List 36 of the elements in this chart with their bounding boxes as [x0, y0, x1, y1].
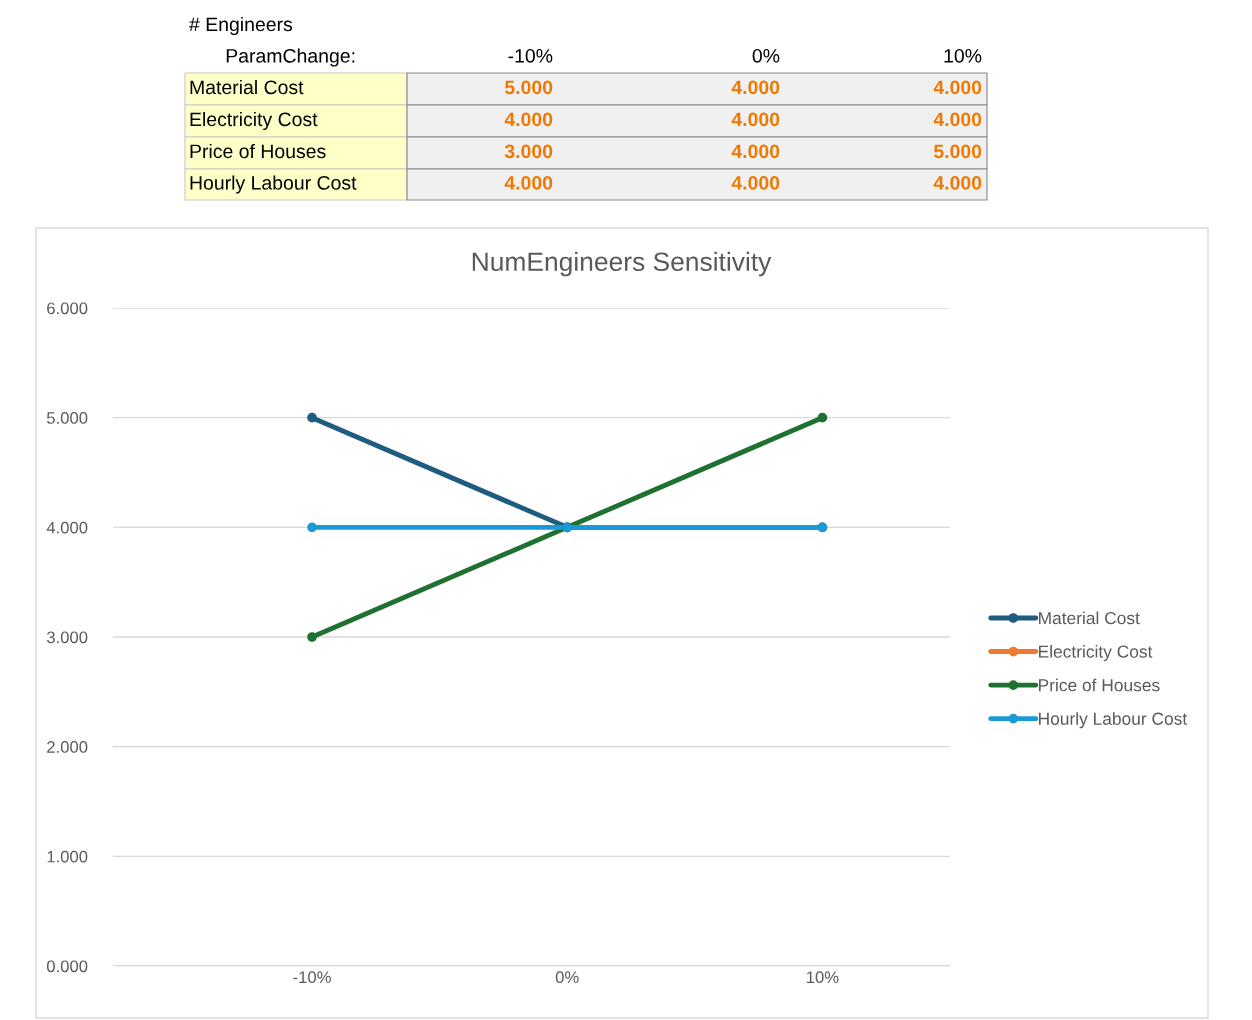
text: 4.000 [731, 175, 780, 190]
legend-label: Material Cost [1039, 611, 1140, 625]
text: 4.000 [504, 175, 553, 190]
y-tick-label: 3.000 [46, 631, 88, 644]
text: 5.000 [504, 80, 553, 95]
legend-label: Hourly Labour Cost [1039, 712, 1188, 729]
text: ParamChange: [226, 48, 355, 67]
text: Material Cost [190, 79, 304, 95]
text: 4.000 [933, 80, 982, 95]
chart-title: NumEngineers Sensitivity [472, 251, 772, 277]
text: 4.000 [504, 112, 553, 127]
category-label: -10% [508, 48, 553, 63]
text: 4.000 [731, 112, 780, 127]
category-label: 0% [752, 48, 780, 63]
y-tick-label: 4.000 [46, 521, 88, 534]
text: Hourly Labour Cost [190, 175, 357, 194]
x-tick-label: 0% [555, 971, 579, 984]
text: 4.000 [933, 112, 982, 127]
y-tick-label: 6.000 [47, 302, 88, 315]
text: 3.000 [504, 144, 553, 159]
x-tick-label: 10% [807, 971, 839, 984]
text: 4.000 [933, 175, 982, 190]
text: Price of Houses [190, 143, 326, 159]
category-label: 10% [944, 48, 982, 63]
text: # Engineers [189, 16, 293, 36]
legend-label: Electricity Cost [1039, 645, 1153, 662]
y-tick-label: 0.000 [46, 960, 88, 973]
text: 5.000 [933, 144, 982, 159]
y-tick-label: 1.000 [47, 850, 88, 863]
text: Electricity Cost [190, 111, 318, 131]
y-tick-label: 2.000 [47, 741, 88, 753]
text: 4.000 [731, 80, 780, 95]
x-tick-label: -10% [293, 971, 331, 984]
y-tick-label: 5.000 [46, 412, 88, 424]
text: 4.000 [731, 144, 780, 159]
legend-label: Price of Houses [1039, 678, 1160, 692]
